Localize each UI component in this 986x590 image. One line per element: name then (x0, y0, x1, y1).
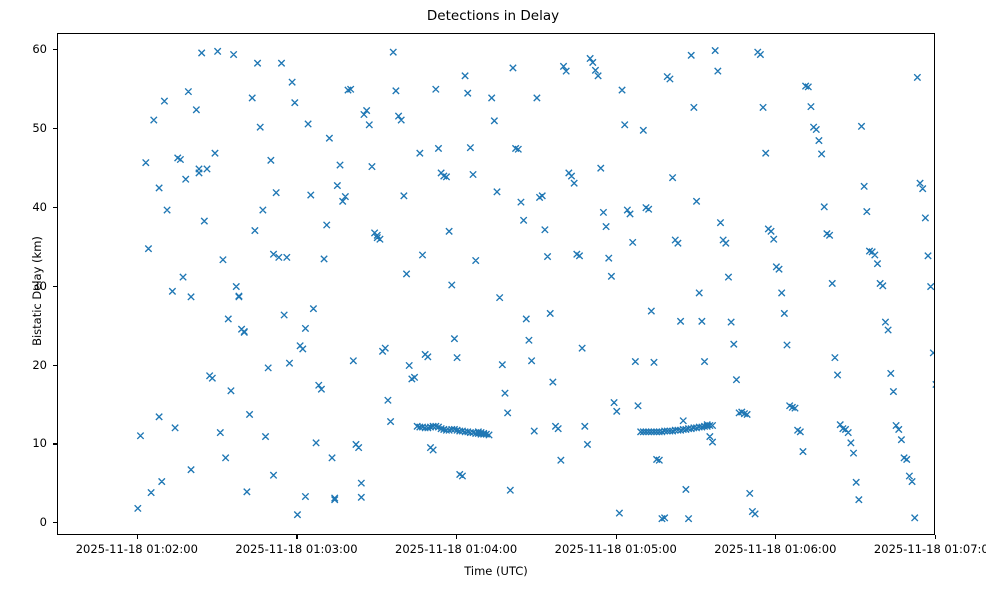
chart-title: Detections in Delay (426, 8, 560, 24)
y-tick-label: 30 (32, 278, 47, 293)
x-tick-mark (775, 535, 777, 539)
y-axis-tick-labels: 0 10 20 30 40 50 60 (0, 0, 47, 590)
y-tick-label: 60 (32, 41, 47, 56)
y-tick-mark (53, 206, 57, 208)
y-tick-label: 0 (39, 515, 47, 530)
x-tick-label: 2025-11-18 01:02:00 (75, 542, 198, 556)
plot-area (57, 33, 935, 535)
scatter-series (134, 46, 934, 523)
x-tick-label: 2025-11-18 01:05:00 (554, 542, 677, 556)
y-tick-mark (53, 364, 57, 366)
y-tick-label: 10 (32, 436, 47, 451)
x-tick-mark (136, 535, 138, 539)
x-tick-label: 2025-11-18 01:04:00 (395, 542, 518, 556)
x-axis-label: Time (UTC) (464, 564, 528, 578)
x-tick-mark (296, 535, 298, 539)
scatter-markers (134, 46, 934, 523)
y-tick-label: 50 (32, 120, 47, 135)
x-tick-mark (456, 535, 458, 539)
x-tick-label: 2025-11-18 01:03:00 (235, 542, 358, 556)
y-tick-mark (53, 522, 57, 524)
x-tick-mark (935, 535, 937, 539)
y-tick-label: 20 (32, 357, 47, 372)
y-tick-mark (53, 48, 57, 50)
x-tick-label: 2025-11-18 01:06:00 (714, 542, 837, 556)
y-tick-label: 40 (32, 199, 47, 214)
x-tick-mark (615, 535, 617, 539)
x-tick-label: 2025-11-18 01:07:00 (873, 542, 986, 556)
y-tick-mark (53, 443, 57, 445)
y-tick-mark (53, 127, 57, 129)
y-tick-mark (53, 285, 57, 287)
